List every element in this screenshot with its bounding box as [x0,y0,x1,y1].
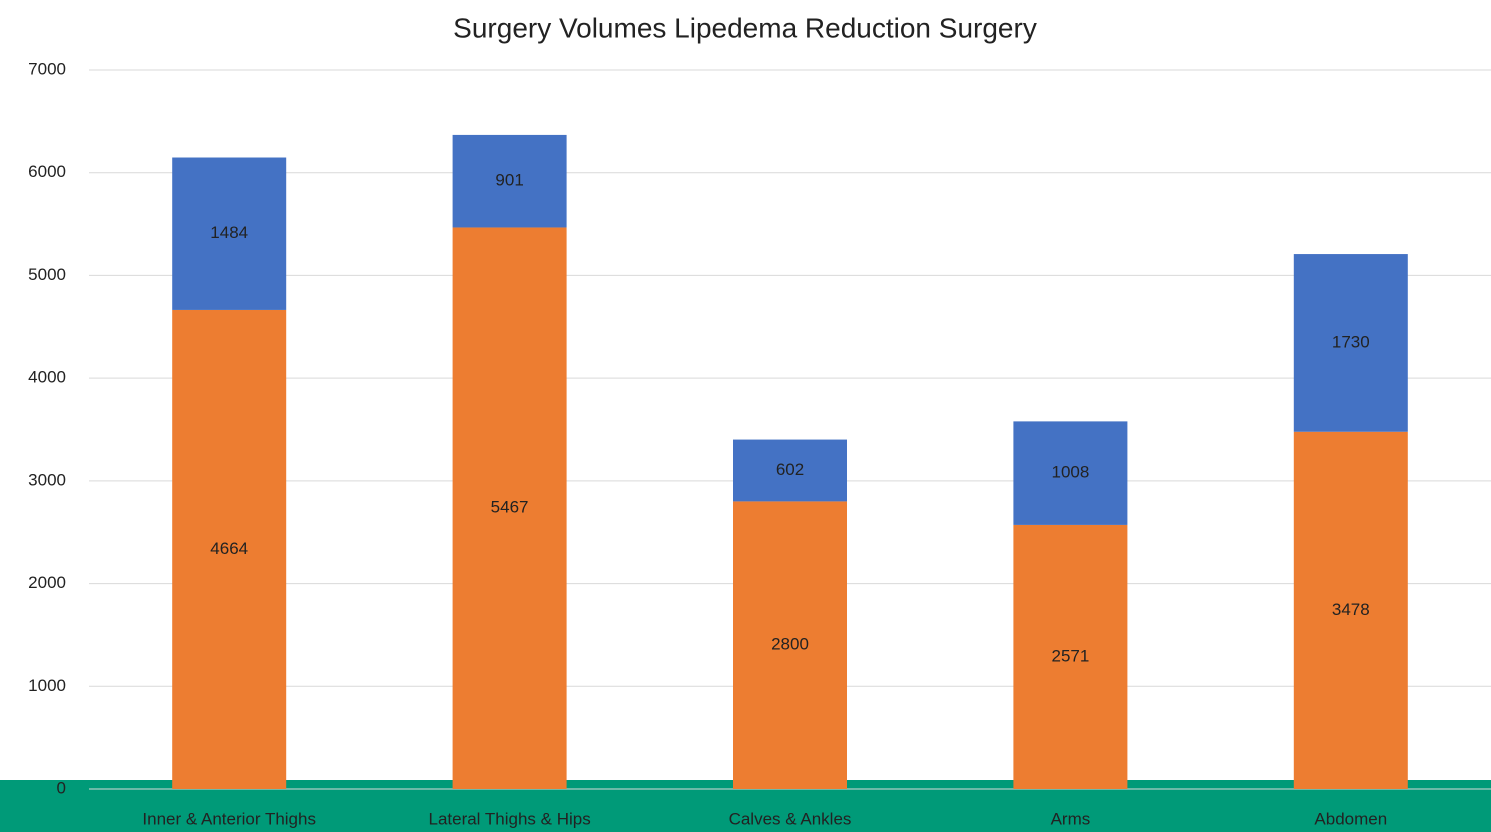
data-label: 3478 [1332,600,1370,619]
y-tick-label: 0 [57,778,66,797]
bar-segment [733,501,847,789]
chart-title: Surgery Volumes Lipedema Reduction Surge… [453,12,1037,43]
bar-segment [733,439,847,502]
bar-segment [1013,421,1128,525]
x-tick-label: Calves & Ankles [729,809,852,828]
bar-segment [1293,431,1408,789]
y-tick-label: 6000 [28,162,66,181]
x-tick-label: Lateral Thighs & Hips [428,809,590,828]
bar-segment [172,309,287,789]
y-tick-label: 3000 [28,470,66,489]
data-label: 2571 [1051,646,1089,665]
data-label: 1484 [210,223,248,242]
y-tick-label: 2000 [28,573,66,592]
data-label: 1730 [1332,332,1370,351]
y-tick-label: 5000 [28,265,66,284]
bar-segment [452,227,567,789]
data-label: 602 [776,460,804,479]
data-label: 2800 [771,635,809,654]
data-label: 4664 [210,539,248,558]
y-tick-label: 1000 [28,676,66,695]
data-label: 5467 [491,498,529,517]
x-tick-label: Arms [1051,809,1091,828]
y-tick-label: 7000 [28,59,66,78]
bar-segment [1293,254,1408,432]
data-label: 901 [495,171,523,190]
bar-segment [1013,524,1128,789]
y-tick-label: 4000 [28,368,66,387]
x-tick-label: Inner & Anterior Thighs [142,809,316,828]
bar-segment [452,134,567,228]
data-label: 1008 [1051,463,1089,482]
bar-segment [172,157,287,310]
x-tick-label: Abdomen [1314,809,1387,828]
